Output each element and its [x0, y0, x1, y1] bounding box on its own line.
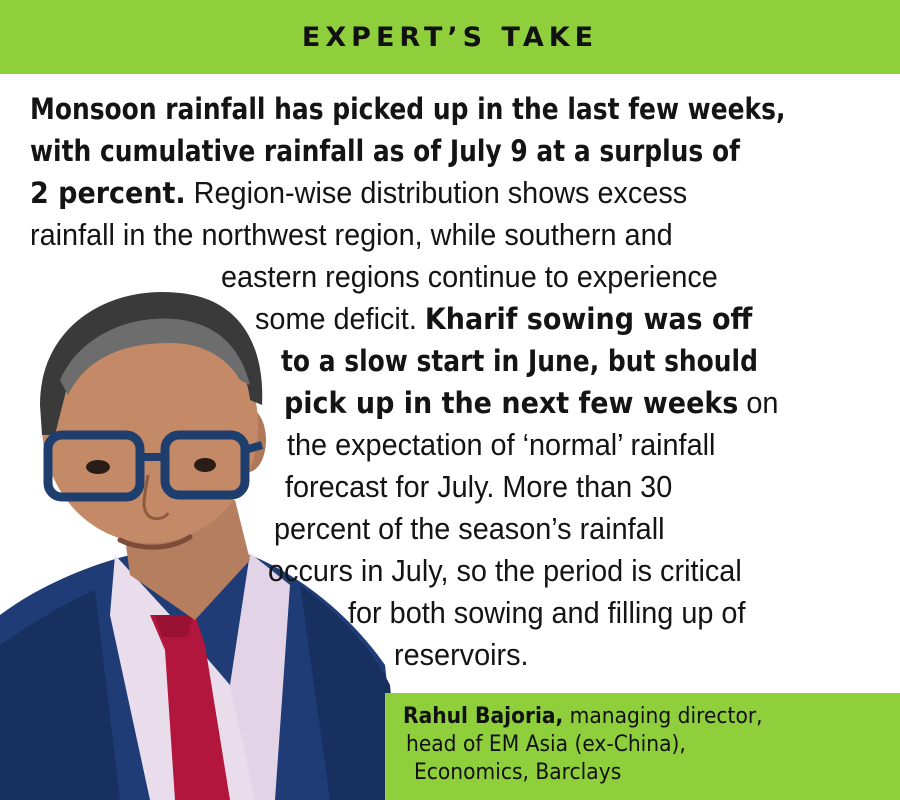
expert-name: Rahul Bajoria,	[403, 704, 564, 729]
body-line-5: eastern regions continue to experience	[221, 259, 718, 294]
body-line-8: pick up in the next few weeks on	[284, 385, 779, 420]
caption-line-1: Rahul Bajoria, managing director,	[403, 704, 763, 729]
body-line-9: the expectation of ‘normal’ rainfall	[287, 427, 716, 462]
body-line-11: percent of the season’s rainfall	[274, 511, 665, 546]
body-line-2: with cumulative rainfall as of July 9 at…	[30, 134, 740, 168]
body-line-6: some deficit. Kharif sowing was off	[255, 301, 753, 336]
header-banner: EXPERT’S TAKE	[0, 0, 900, 74]
body-line-10: forecast for July. More than 30	[285, 469, 673, 504]
body-line-14: reservoirs.	[394, 637, 529, 672]
body-line-4: rainfall in the northwest region, while …	[30, 217, 673, 252]
caption-box	[385, 693, 900, 800]
caption-line-2: head of EM Asia (ex-China),	[406, 732, 686, 757]
body-line-12: occurs in July, so the period is critica…	[268, 553, 742, 588]
caption-line-3: Economics, Barclays	[414, 760, 622, 785]
portrait-photo	[0, 291, 400, 800]
body-line-1: Monsoon rainfall has picked up in the la…	[30, 92, 786, 126]
body-line-3: 2 percent. Region-wise distribution show…	[30, 175, 688, 210]
header-title: EXPERT’S TAKE	[301, 22, 599, 53]
body-line-7: to a slow start in June, but should	[281, 344, 758, 378]
body-line-13: for both sowing and filling up of	[348, 595, 746, 630]
